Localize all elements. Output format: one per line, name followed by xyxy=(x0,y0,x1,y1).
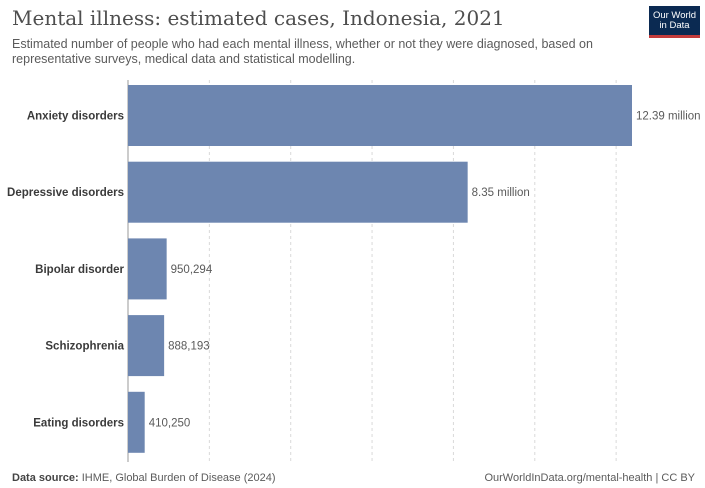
labels: Anxiety disorders 12.39 million Depressive… xyxy=(7,111,701,430)
bar[interactable] xyxy=(128,238,167,300)
category-label: Depressive disorders xyxy=(7,187,124,199)
logo-line-1: Our World xyxy=(652,10,697,21)
data-source-text: IHME, Global Burden of Disease (2024) xyxy=(81,472,276,484)
bar[interactable] xyxy=(128,315,165,377)
chart-title: Mental illness: estimated cases, Indones… xyxy=(12,6,505,30)
value-label: 950,294 xyxy=(171,264,213,276)
category-label: Eating disorders xyxy=(33,417,124,429)
source-url[interactable]: OurWorldInData.org/mental-health | CC BY xyxy=(484,472,695,484)
category-label: Anxiety disorders xyxy=(27,111,124,123)
value-label: 888,193 xyxy=(168,341,210,353)
logo-line-2: in Data xyxy=(659,20,690,31)
value-label: 8.35 million xyxy=(472,187,530,199)
data-source: Data source: IHME, Global Burden of Dise… xyxy=(12,472,276,484)
value-label: 410,250 xyxy=(149,417,191,429)
chart-subtitle: Estimated number of people who had each … xyxy=(12,37,593,66)
category-label: Schizophrenia xyxy=(45,341,124,353)
category-label: Bipolar disorder xyxy=(35,264,124,276)
data-source-label: Data source: xyxy=(12,472,79,484)
bars xyxy=(128,85,632,453)
bar[interactable] xyxy=(128,391,145,453)
bar[interactable] xyxy=(128,85,632,146)
value-label: 12.39 million xyxy=(636,111,701,123)
owid-logo[interactable]: Our World in Data xyxy=(649,6,700,38)
bar[interactable] xyxy=(128,161,468,223)
